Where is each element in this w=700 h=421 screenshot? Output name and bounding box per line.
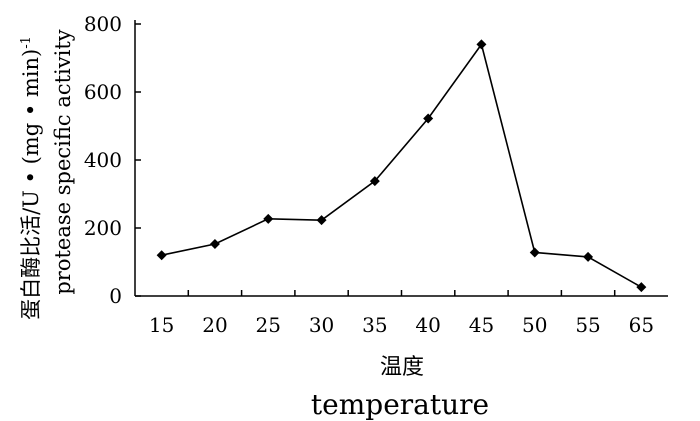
series-line bbox=[156, 39, 647, 293]
y-axis-label: 蛋白酶比活/U • (mg • min)-1 bbox=[19, 36, 43, 320]
x-tick-label: 30 bbox=[309, 313, 334, 337]
data-point-15 bbox=[156, 250, 167, 261]
y-tick-label: 200 bbox=[84, 216, 122, 240]
x-tick-label: 55 bbox=[575, 313, 600, 337]
y-tick-label: 0 bbox=[109, 284, 122, 308]
x-tick-label: 45 bbox=[469, 313, 494, 337]
y-axis-label-en: protease specific activity bbox=[51, 29, 75, 294]
y-axis-label-superscript: -1 bbox=[19, 36, 34, 49]
y-axis-label-cn: 蛋白酶比活/U • (mg • min) bbox=[19, 49, 43, 320]
y-tick-label: 800 bbox=[84, 12, 122, 36]
x-tick-label: 25 bbox=[256, 313, 281, 337]
y-tick-label: 400 bbox=[84, 148, 122, 172]
x-tick-label: 35 bbox=[362, 313, 387, 337]
data-point-25 bbox=[263, 213, 274, 224]
data-point-35 bbox=[369, 176, 380, 187]
series-polyline bbox=[161, 42, 642, 288]
x-tick-label: 15 bbox=[149, 313, 174, 337]
data-point-30 bbox=[316, 215, 327, 226]
data-point-65 bbox=[636, 282, 647, 293]
x-tick-label: 65 bbox=[629, 313, 654, 337]
x-axis-label-en: temperature bbox=[311, 388, 489, 421]
y-ticks: 0 200 400 600 800 bbox=[84, 12, 141, 308]
data-point-40 bbox=[423, 113, 434, 124]
data-point-45 bbox=[476, 39, 487, 50]
svg-text:蛋白酶比活/U • (mg • min)-1: 蛋白酶比活/U • (mg • min)-1 bbox=[19, 36, 43, 320]
x-axis-label-cn: 温度 bbox=[380, 355, 424, 380]
y-tick-label: 600 bbox=[84, 80, 122, 104]
data-point-20 bbox=[209, 238, 220, 249]
data-point-50 bbox=[529, 247, 540, 258]
data-point-55 bbox=[583, 251, 594, 262]
x-tick-label: 20 bbox=[202, 313, 227, 337]
x-tick-label: 40 bbox=[415, 313, 440, 337]
x-ticks: 15 20 25 30 35 40 45 50 55 65 bbox=[149, 290, 654, 337]
x-tick-label: 50 bbox=[522, 313, 547, 337]
